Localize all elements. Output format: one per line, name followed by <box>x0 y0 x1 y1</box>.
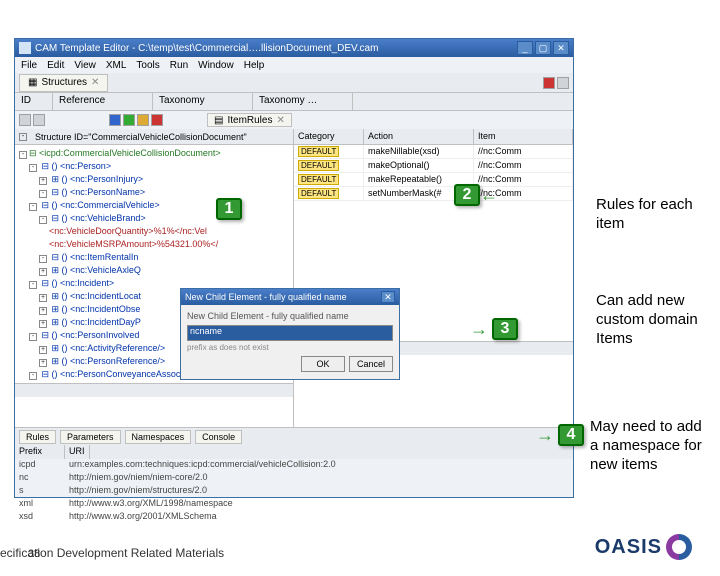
dialog-close-icon[interactable]: ✕ <box>381 291 395 303</box>
menu-view[interactable]: View <box>74 60 96 71</box>
window-title: CAM Template Editor - C:\temp\test\Comme… <box>35 43 517 54</box>
btab-parameters[interactable]: Parameters <box>60 430 121 444</box>
menubar: File Edit View XML Tools Run Window Help <box>15 57 573 73</box>
dialog-hint: prefix as does not exist <box>187 343 393 352</box>
dialog-label: New Child Element - fully qualified name <box>187 311 393 321</box>
menu-xml[interactable]: XML <box>106 60 127 71</box>
namespace-table: Prefix URI icpdurn:examples.com:techniqu… <box>15 445 573 524</box>
badge-3: 3 <box>492 318 518 340</box>
ns-row[interactable]: nchttp://niem.gov/niem/niem-core/2.0 <box>15 472 573 485</box>
rule-row[interactable]: DEFAULT setNumberMask(# //nc:Comm <box>294 187 573 201</box>
col-category[interactable]: Category <box>294 129 364 144</box>
minimize-button[interactable]: _ <box>517 41 533 55</box>
badge-1: 1 <box>216 198 242 220</box>
columns-header: ID Reference Taxonomy Taxonomy … <box>15 93 573 111</box>
structures-icon: ▦ <box>28 77 37 88</box>
rule-row[interactable]: DEFAULT makeOptional() //nc:Comm <box>294 159 573 173</box>
itemrules-icon: ▤ <box>214 115 223 126</box>
tabs-bar: ▦ Structures ✕ <box>15 73 573 93</box>
menu-window[interactable]: Window <box>198 60 234 71</box>
maximize-button[interactable]: ▢ <box>535 41 551 55</box>
col-id[interactable]: ID <box>15 93 53 110</box>
col-taxonomy[interactable]: Taxonomy <box>153 93 253 110</box>
menu-run[interactable]: Run <box>170 60 188 71</box>
col-item[interactable]: Item <box>474 129 573 144</box>
ns-row[interactable]: xsdhttp://www.w3.org/2001/XMLSchema <box>15 511 573 524</box>
ns-row[interactable]: xmlhttp://www.w3.org/XML/1998/namespace <box>15 498 573 511</box>
hscrollbar[interactable] <box>15 383 293 397</box>
rules-pane: Category Action Item DEFAULT makeNillabl… <box>294 129 573 427</box>
tab-itemrules[interactable]: ▤ ItemRules ✕ <box>207 113 292 127</box>
rule-row[interactable]: DEFAULT makeRepeatable() //nc:Comm <box>294 173 573 187</box>
mini-toolbar: ▤ ItemRules ✕ <box>15 111 573 129</box>
btab-namespaces[interactable]: Namespaces <box>125 430 192 444</box>
ns-row[interactable]: shttp://niem.gov/niem/structures/2.0 <box>15 485 573 498</box>
dialog-title: New Child Element - fully qualified name <box>185 292 381 302</box>
tab-close-icon[interactable]: ✕ <box>91 77 99 88</box>
oasis-logo: OASIS <box>595 534 692 560</box>
expand-icon[interactable]: - <box>19 133 27 141</box>
app-window: CAM Template Editor - C:\temp\test\Comme… <box>14 38 574 498</box>
mini-icon[interactable] <box>19 114 31 126</box>
dialog-cancel-button[interactable]: Cancel <box>349 356 393 372</box>
arrow-4: → <box>536 425 554 446</box>
ns-col-uri[interactable]: URI <box>65 445 90 459</box>
menu-help[interactable]: Help <box>244 60 265 71</box>
menu-file[interactable]: File <box>21 60 37 71</box>
itemrules-close-icon[interactable]: ✕ <box>276 115 284 126</box>
annot-namespace: May need to add a namespace for new item… <box>590 418 712 474</box>
new-child-dialog: New Child Element - fully qualified name… <box>180 288 400 380</box>
col-taxonomy2[interactable]: Taxonomy … <box>253 93 353 110</box>
badge-2: 2 <box>454 184 480 206</box>
ns-col-prefix[interactable]: Prefix <box>15 445 65 459</box>
btab-rules[interactable]: Rules <box>19 430 56 444</box>
bottom-tabs: Rules Parameters Namespaces Console <box>15 427 573 445</box>
arrow-3: → <box>470 319 488 340</box>
menu-edit[interactable]: Edit <box>47 60 64 71</box>
oasis-icon <box>666 534 692 560</box>
rules-header: Category Action Item <box>294 129 573 145</box>
app-icon <box>19 42 31 54</box>
col-action[interactable]: Action <box>364 129 474 144</box>
badge-4: 4 <box>558 424 584 446</box>
col-reference[interactable]: Reference <box>53 93 153 110</box>
rule-row[interactable]: DEFAULT makeNillable(xsd) //nc:Comm <box>294 145 573 159</box>
annot-custom: Can add new custom domain Items <box>596 292 706 348</box>
menu-tools[interactable]: Tools <box>136 60 159 71</box>
annot-rules: Rules for each item <box>596 196 706 234</box>
footer-pagenum: 38 <box>28 548 40 560</box>
tab-structures[interactable]: ▦ Structures ✕ <box>19 74 108 92</box>
dialog-name-input[interactable]: ncname <box>187 325 393 341</box>
close-button[interactable]: ✕ <box>553 41 569 55</box>
dialog-titlebar[interactable]: New Child Element - fully qualified name… <box>181 289 399 305</box>
btab-console[interactable]: Console <box>195 430 242 444</box>
icon-misc[interactable] <box>557 77 569 89</box>
dialog-ok-button[interactable]: OK <box>301 356 345 372</box>
arrow-2: ← <box>480 185 498 206</box>
structure-tree-pane: - Structure ID="CommercialVehicleCollisi… <box>15 129 294 427</box>
tree-header: Structure ID="CommercialVehicleCollision… <box>35 132 247 142</box>
icon-delete[interactable] <box>543 77 555 89</box>
titlebar[interactable]: CAM Template Editor - C:\temp\test\Comme… <box>15 39 573 57</box>
ns-row[interactable]: icpdurn:examples.com:techniques:icpd:com… <box>15 459 573 472</box>
oasis-text: OASIS <box>595 536 662 559</box>
